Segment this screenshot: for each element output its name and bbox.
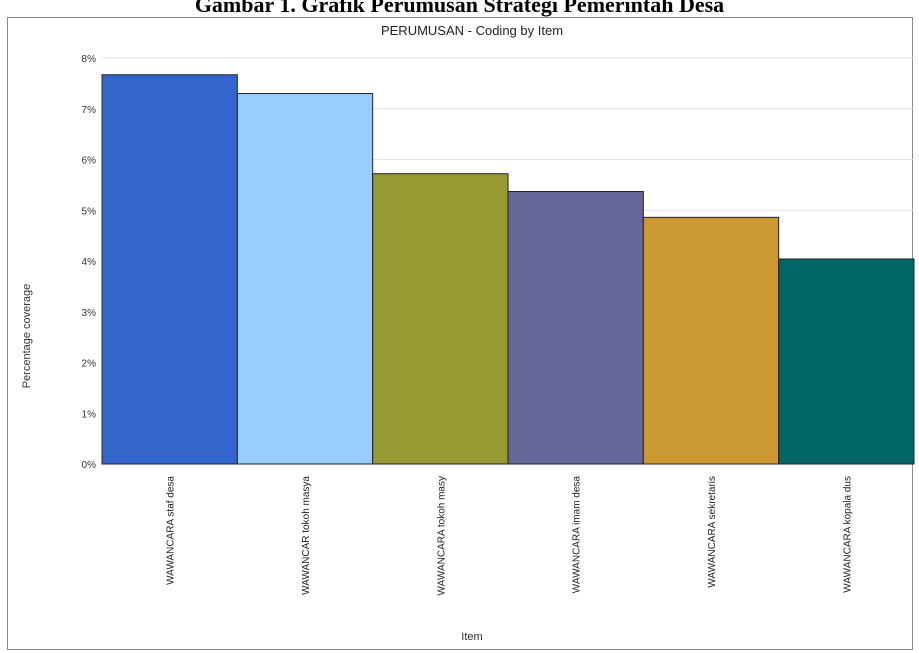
bar: [778, 258, 915, 465]
x-axis-category-labels: WAWANCARA staf desa WAWANCAR tokoh masya W…: [166, 476, 854, 596]
y-axis-ticks: 0% 1% 2% 3% 4% 5% 6% 7% 8%: [82, 54, 97, 471]
y-axis-title: Percentage coverage: [21, 284, 33, 389]
bar: [101, 74, 238, 465]
chart-title: PERUMUSAN - Coding by Item: [381, 23, 563, 38]
y-tick-label: 8%: [82, 54, 97, 65]
figure-caption: Gambar 1. Grafik Perumusan Strategi Peme…: [0, 0, 919, 20]
x-category-label: WAWANCARA imam desa: [572, 476, 583, 594]
figure-caption-text: Gambar 1. Grafik Perumusan Strategi Peme…: [194, 0, 725, 17]
x-category-label: WAWANCARA staf desa: [166, 476, 177, 585]
bar: [372, 173, 509, 465]
x-category-label: WAWANCAR tokoh masya: [301, 476, 312, 595]
bar: [236, 93, 374, 465]
y-tick-label: 5%: [82, 206, 97, 217]
y-tick-label: 7%: [82, 105, 97, 116]
y-tick-label: 6%: [82, 156, 97, 167]
x-category-label: WAWANCARA tokoh masy: [436, 476, 447, 595]
y-tick-label: 3%: [82, 308, 97, 319]
x-category-label: WAWANCARA kopala dus: [842, 476, 853, 593]
x-category-label: WAWANCARA sekretaris: [707, 476, 718, 588]
bar: [642, 216, 780, 465]
bars: [101, 74, 915, 465]
bar: [507, 190, 644, 465]
y-tick-label: 1%: [82, 409, 97, 420]
x-axis-title: Item: [461, 631, 482, 643]
y-tick-label: 0%: [82, 460, 97, 471]
y-tick-label: 2%: [82, 359, 97, 370]
y-tick-label: 4%: [82, 257, 97, 268]
